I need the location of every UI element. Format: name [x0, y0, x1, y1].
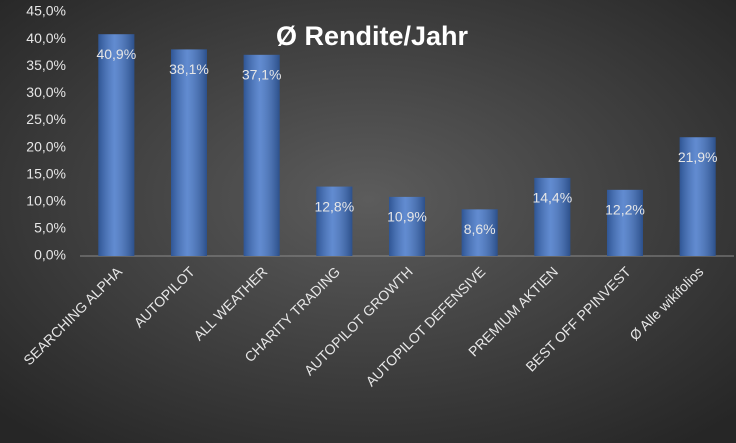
y-tick-label: 0,0% — [34, 247, 66, 263]
bar-shine — [461, 209, 498, 256]
y-tick-label: 25,0% — [26, 111, 66, 127]
value-label: 21,9% — [678, 149, 718, 165]
value-label: 8,6% — [464, 221, 496, 237]
bar-shine — [171, 49, 207, 257]
y-tick-label: 40,0% — [26, 30, 66, 46]
y-tick-label: 35,0% — [26, 57, 66, 73]
bar-shine — [389, 196, 425, 256]
value-label: 12,2% — [605, 202, 645, 218]
bar-shine — [679, 137, 716, 256]
y-tick-label: 10,0% — [26, 192, 66, 208]
bar-shine — [607, 189, 643, 256]
value-label: 38,1% — [169, 61, 209, 77]
chart-title: Ø Rendite/Jahr — [276, 21, 469, 51]
bar-shine — [316, 186, 353, 256]
y-tick-label: 20,0% — [26, 138, 66, 154]
y-tick-label: 15,0% — [26, 165, 66, 181]
bar-shine — [534, 177, 571, 256]
value-label: 10,9% — [387, 209, 427, 225]
value-label: 14,4% — [532, 190, 572, 206]
y-tick-label: 5,0% — [34, 220, 66, 236]
y-tick-label: 45,0% — [26, 3, 66, 19]
value-label: 40,9% — [96, 46, 136, 62]
value-label: 37,1% — [242, 67, 282, 83]
bar-shine — [98, 34, 135, 256]
bar-shine — [243, 54, 280, 256]
y-tick-label: 30,0% — [26, 84, 66, 100]
value-label: 12,8% — [314, 198, 354, 214]
